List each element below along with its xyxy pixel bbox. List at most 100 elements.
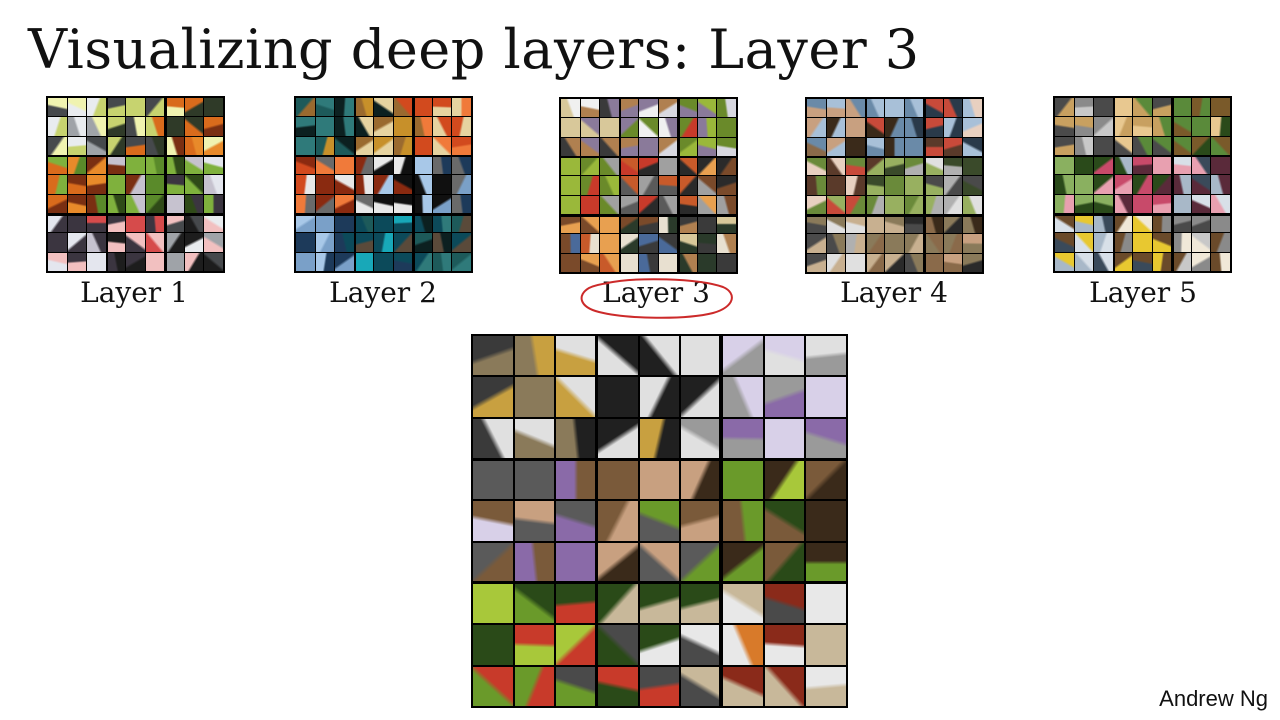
feature-patch [806, 459, 846, 500]
feature-patch [681, 666, 721, 706]
feature-patch [354, 175, 374, 194]
feature-patch [106, 233, 126, 252]
feature-patch [1055, 136, 1074, 155]
feature-patch [658, 215, 678, 234]
feature-patch [452, 136, 471, 155]
feature-patch [678, 234, 697, 253]
feature-patch [807, 137, 826, 156]
feature-patch [681, 377, 721, 417]
feature-patch [335, 117, 354, 136]
feature-patch [1133, 233, 1152, 252]
feature-patch [315, 98, 335, 117]
feature-patch [678, 176, 697, 195]
feature-patch [204, 194, 223, 213]
feature-patch [697, 215, 717, 234]
feature-patch [1172, 194, 1191, 213]
feature-patch [413, 252, 432, 271]
feature-patch [1211, 252, 1230, 271]
feature-patch [354, 252, 374, 271]
layer-3-label: Layer 3 [602, 276, 710, 309]
feature-patch [48, 252, 67, 271]
feature-patch [619, 215, 639, 234]
feature-patch [184, 156, 204, 175]
feature-patch [315, 194, 335, 213]
feature-patch [87, 194, 106, 213]
feature-patch [204, 136, 223, 155]
feature-patch [885, 234, 904, 253]
feature-patch [184, 136, 204, 155]
feature-patch [598, 459, 638, 500]
feature-patch [165, 194, 184, 213]
feature-patch [678, 253, 697, 272]
feature-patch [335, 233, 354, 252]
feature-patch [106, 98, 126, 117]
feature-patch [48, 233, 67, 252]
feature-patch [963, 195, 982, 214]
feature-patch [556, 583, 596, 624]
feature-patch [717, 157, 736, 176]
feature-patch [943, 234, 963, 253]
feature-patch [126, 98, 145, 117]
feature-patch [145, 233, 165, 252]
feature-patch [846, 157, 865, 176]
feature-patch [126, 156, 145, 175]
feature-patch [807, 176, 826, 195]
feature-patch [67, 136, 87, 155]
feature-patch [184, 214, 204, 233]
feature-patch [826, 99, 846, 118]
feature-patch [432, 98, 452, 117]
feature-patch [315, 117, 335, 136]
feature-patch [723, 583, 763, 624]
feature-patch [204, 233, 223, 252]
layer-3-enlarged-grid [473, 336, 846, 706]
feature-patch [639, 336, 680, 376]
feature-patch [1211, 98, 1230, 117]
feature-patch [296, 98, 315, 117]
feature-patch [1191, 194, 1211, 213]
feature-patch [1055, 156, 1074, 175]
feature-patch [619, 99, 639, 118]
feature-patch [619, 157, 639, 176]
layer-5-grid [1055, 98, 1230, 271]
feature-patch [865, 118, 885, 137]
feature-patch [697, 253, 717, 272]
feature-patch [826, 253, 846, 272]
feature-patch [145, 175, 165, 194]
feature-patch [717, 253, 736, 272]
feature-patch [432, 194, 452, 213]
feature-patch [639, 459, 680, 500]
feature-patch [1211, 117, 1230, 136]
feature-patch [1055, 214, 1074, 233]
feature-patch [1172, 136, 1191, 155]
feature-patch [1211, 233, 1230, 252]
feature-patch [1074, 194, 1094, 213]
feature-patch [87, 175, 106, 194]
feature-patch [145, 194, 165, 213]
feature-patch [1172, 98, 1191, 117]
feature-patch [943, 253, 963, 272]
feature-patch [374, 233, 393, 252]
feature-patch [561, 157, 580, 176]
feature-patch [1113, 136, 1133, 155]
feature-patch [556, 625, 596, 665]
feature-patch [1074, 156, 1094, 175]
feature-patch [296, 252, 315, 271]
feature-patch [1074, 136, 1094, 155]
feature-patch [681, 459, 721, 500]
feature-patch [580, 118, 600, 137]
feature-patch [806, 501, 846, 541]
feature-patch [354, 233, 374, 252]
feature-patch [393, 136, 413, 155]
feature-patch [413, 194, 432, 213]
feature-patch [126, 233, 145, 252]
feature-patch [1094, 233, 1113, 252]
feature-patch [598, 583, 638, 624]
feature-patch [826, 118, 846, 137]
feature-patch [904, 195, 924, 214]
feature-patch [184, 175, 204, 194]
feature-patch [826, 215, 846, 234]
layer-3-grid [561, 99, 736, 272]
feature-patch [126, 252, 145, 271]
feature-patch [580, 234, 600, 253]
feature-patch [865, 234, 885, 253]
